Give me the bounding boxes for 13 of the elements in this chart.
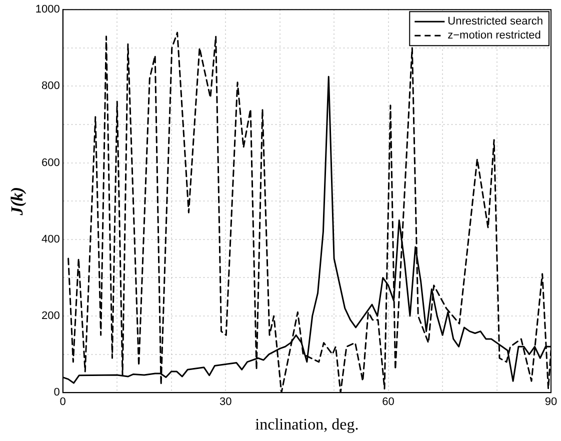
y-tick-label: 0 bbox=[54, 386, 60, 399]
x-tick-label: 90 bbox=[544, 396, 558, 408]
x-axis-title: inclination, deg. bbox=[255, 416, 359, 434]
y-tick-label: 400 bbox=[42, 233, 60, 246]
y-tick-label: 1000 bbox=[35, 4, 60, 16]
x-tick-label: 60 bbox=[382, 396, 394, 408]
x-tick-label: 30 bbox=[219, 396, 232, 408]
y-tick-label: 600 bbox=[42, 156, 60, 169]
legend-label: z−motion restricted bbox=[448, 30, 541, 42]
y-tick-label: 200 bbox=[42, 310, 60, 322]
legend-label: Unrestricted search bbox=[448, 16, 544, 28]
y-tick-label: 800 bbox=[42, 80, 60, 92]
y-axis-title: J(k) bbox=[8, 186, 27, 216]
